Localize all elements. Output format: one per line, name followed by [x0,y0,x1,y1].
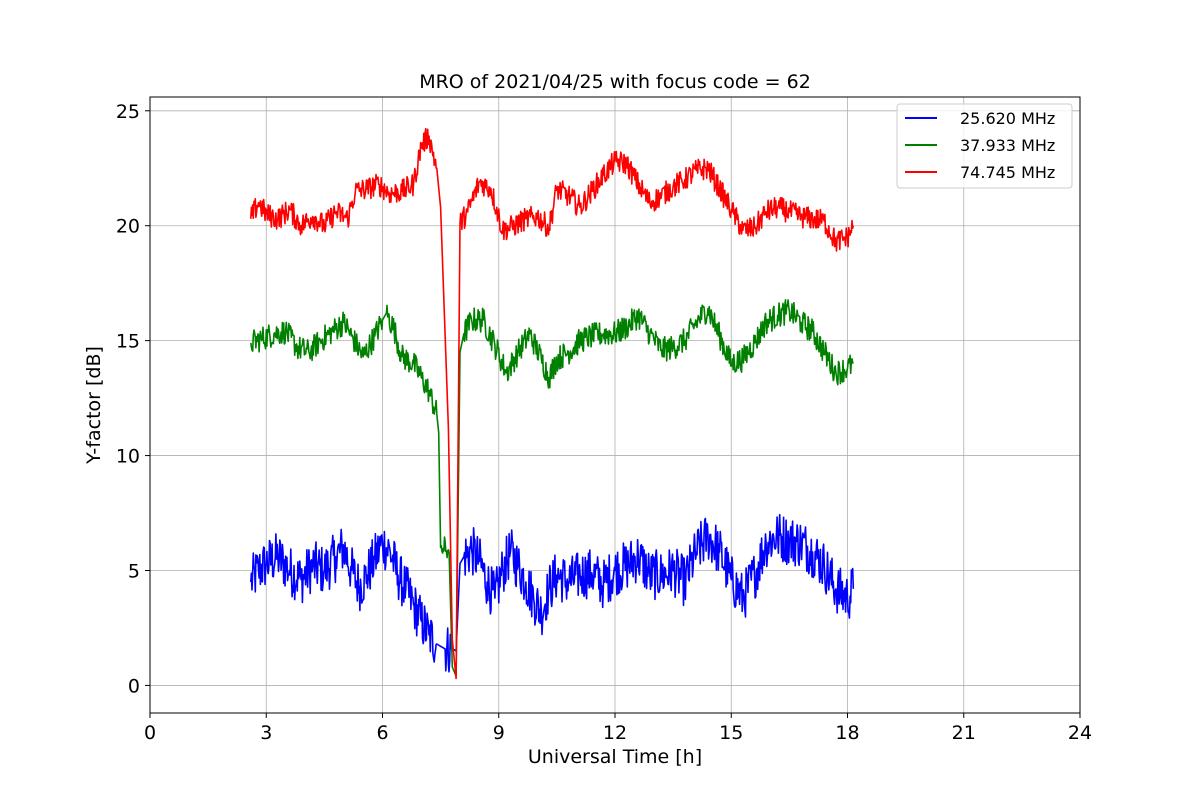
series-line-1 [250,299,854,677]
legend: 25.620 MHz 37.933 MHz 74.745 MHz [896,103,1073,189]
y-ticks: 0 5 10 15 20 25 [116,101,150,697]
series-line-0 [250,513,855,673]
x-tick-label: 24 [1068,722,1092,744]
x-tick-label: 3 [260,722,272,744]
x-tick-label: 9 [493,722,505,744]
series-line-2 [250,127,855,680]
y-tick-label: 5 [128,560,140,582]
legend-box [896,103,1073,189]
legend-label-0: 25.620 MHz [960,109,1055,128]
legend-label-1: 37.933 MHz [960,136,1055,155]
y-tick-label: 10 [116,446,140,468]
y-tick-label: 25 [116,101,140,123]
x-tick-label: 6 [376,722,388,744]
plot-lines [250,127,855,680]
x-tick-label: 21 [952,722,976,744]
x-tick-label: 18 [835,722,859,744]
legend-label-2: 74.745 MHz [960,163,1055,182]
chart-title: MRO of 2021/04/25 with focus code = 62 [419,71,811,93]
x-axis-label: Universal Time [h] [528,746,702,768]
y-tick-label: 15 [116,331,140,353]
y-tick-label: 20 [116,216,140,238]
x-tick-label: 12 [603,722,627,744]
x-ticks: 0 3 6 9 12 15 18 21 24 [144,713,1092,744]
y-axis-label: Y-factor [dB] [83,346,105,465]
x-tick-label: 0 [144,722,156,744]
y-tick-label: 0 [128,675,140,697]
x-tick-label: 15 [719,722,743,744]
